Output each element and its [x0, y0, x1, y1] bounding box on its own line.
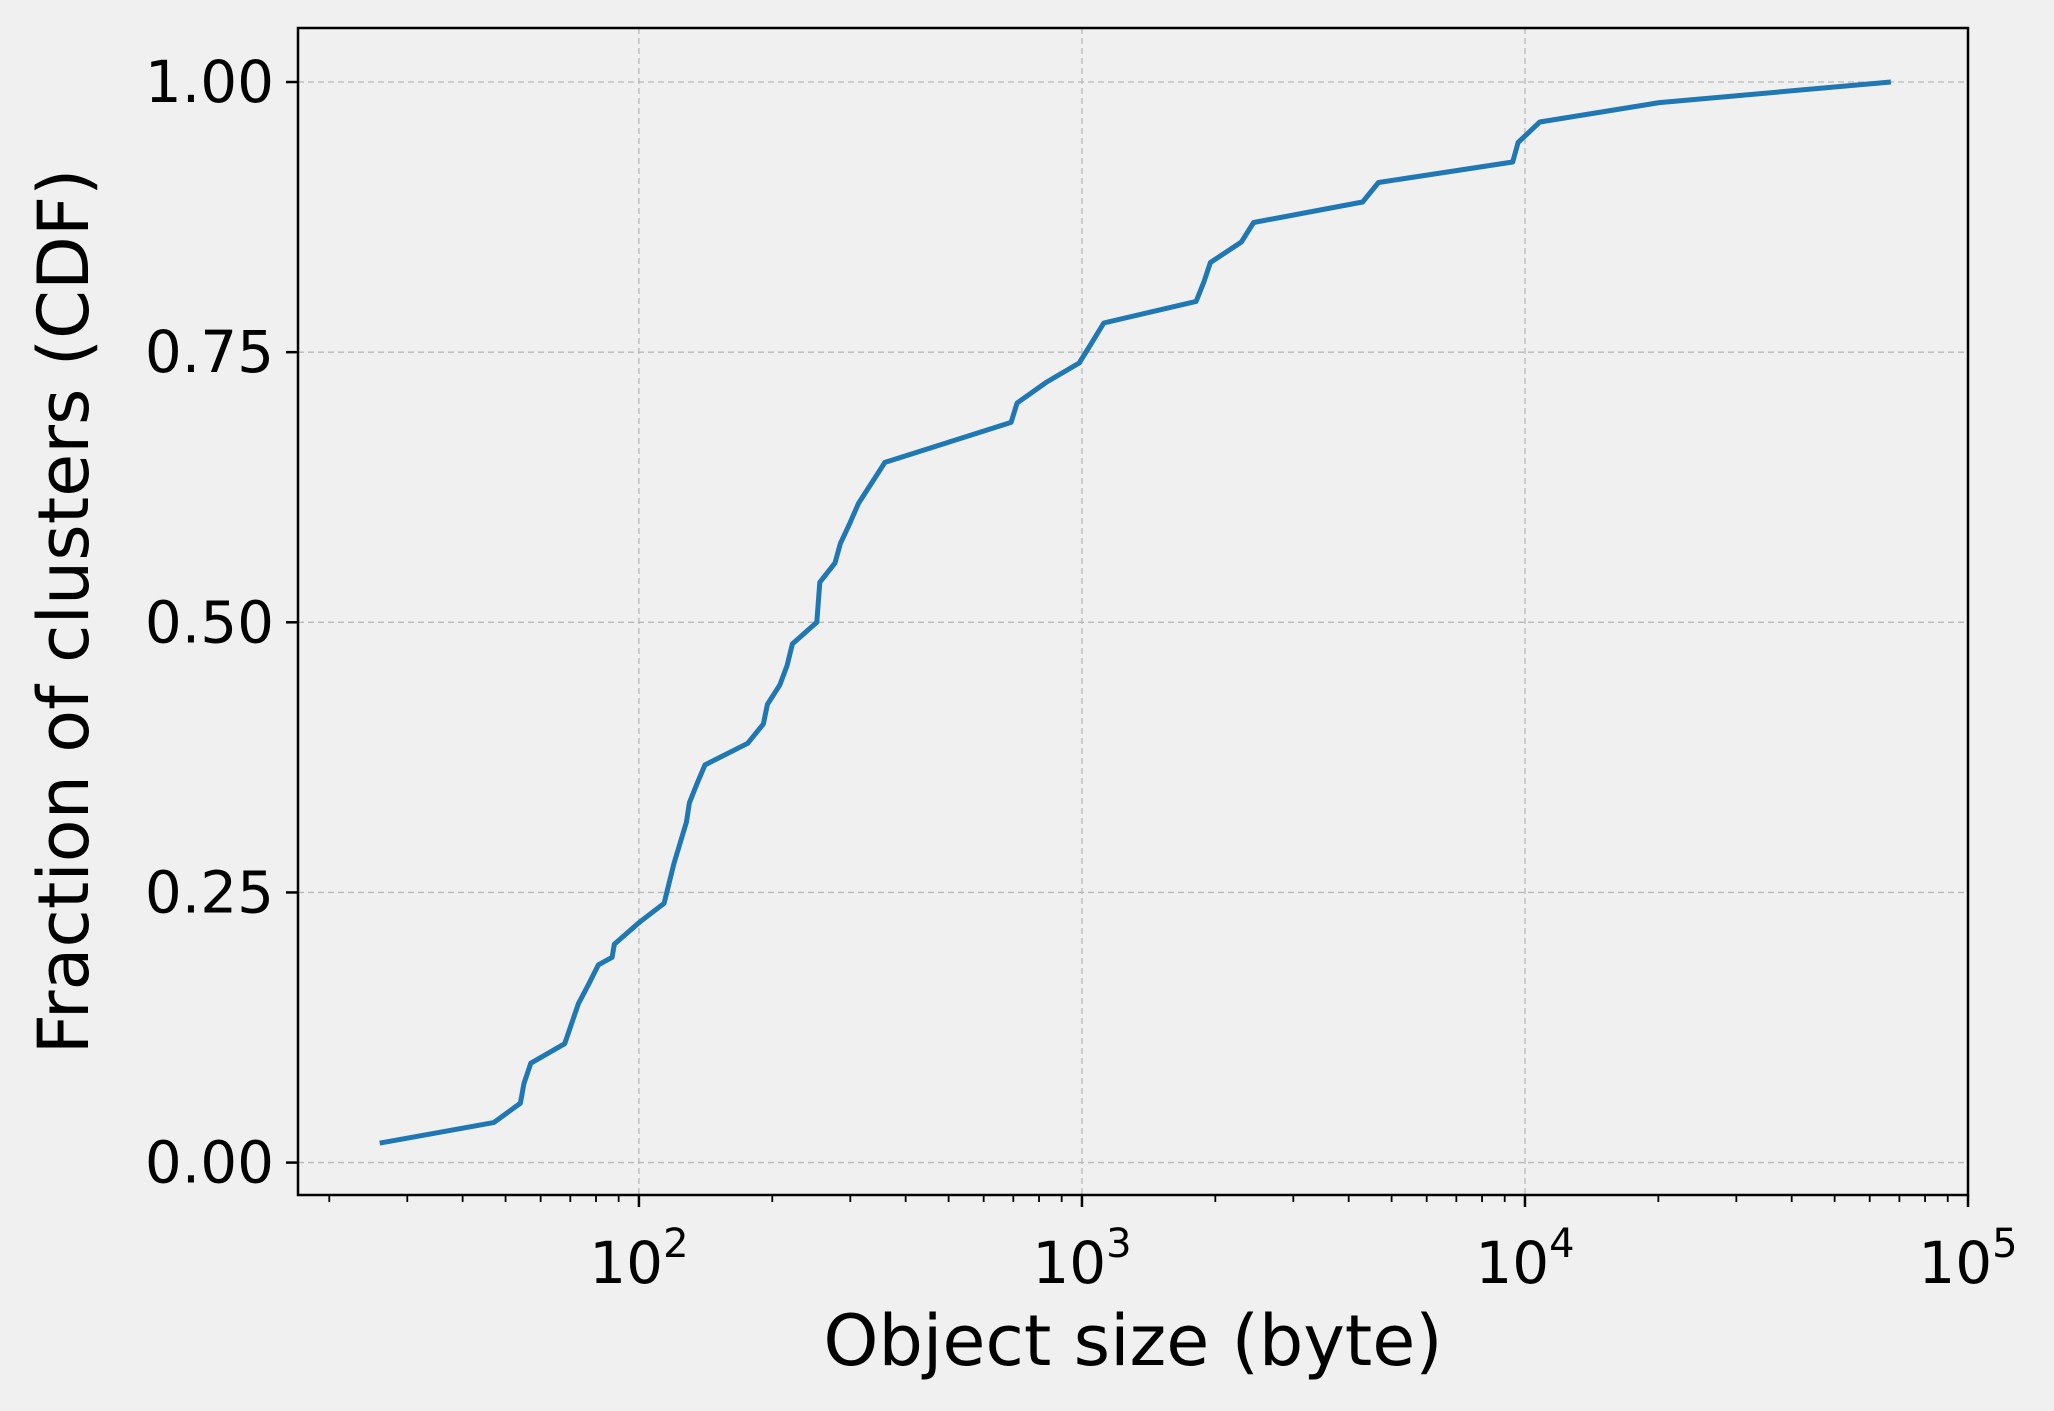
x-tick-label: 105 [1918, 1221, 2017, 1297]
axes-frame [296, 26, 1970, 1197]
x-tick-labels: 102 103 104 105 [589, 1221, 2017, 1297]
x-tick-label: 103 [1032, 1221, 1131, 1297]
y-tick-label: 1.00 [145, 48, 274, 116]
y-tick-label: 0.25 [145, 858, 274, 926]
series-line [379, 79, 1892, 1146]
grid [298, 28, 1968, 1195]
y-tick-label: 0.50 [145, 588, 274, 656]
major-ticks [286, 80, 1970, 1207]
y-tick-label: 0.00 [145, 1129, 274, 1197]
y-axis-label: Fraction of clusters (CDF) [23, 169, 105, 1055]
x-tick-label: 102 [589, 1221, 688, 1297]
x-axis-label: Object size (byte) [823, 1300, 1442, 1382]
x-tick-label: 104 [1475, 1221, 1574, 1297]
y-tick-label: 0.75 [145, 318, 274, 386]
series-layer [379, 79, 1892, 1146]
y-tick-labels: 0.00 0.25 0.50 0.75 1.00 [145, 48, 274, 1197]
